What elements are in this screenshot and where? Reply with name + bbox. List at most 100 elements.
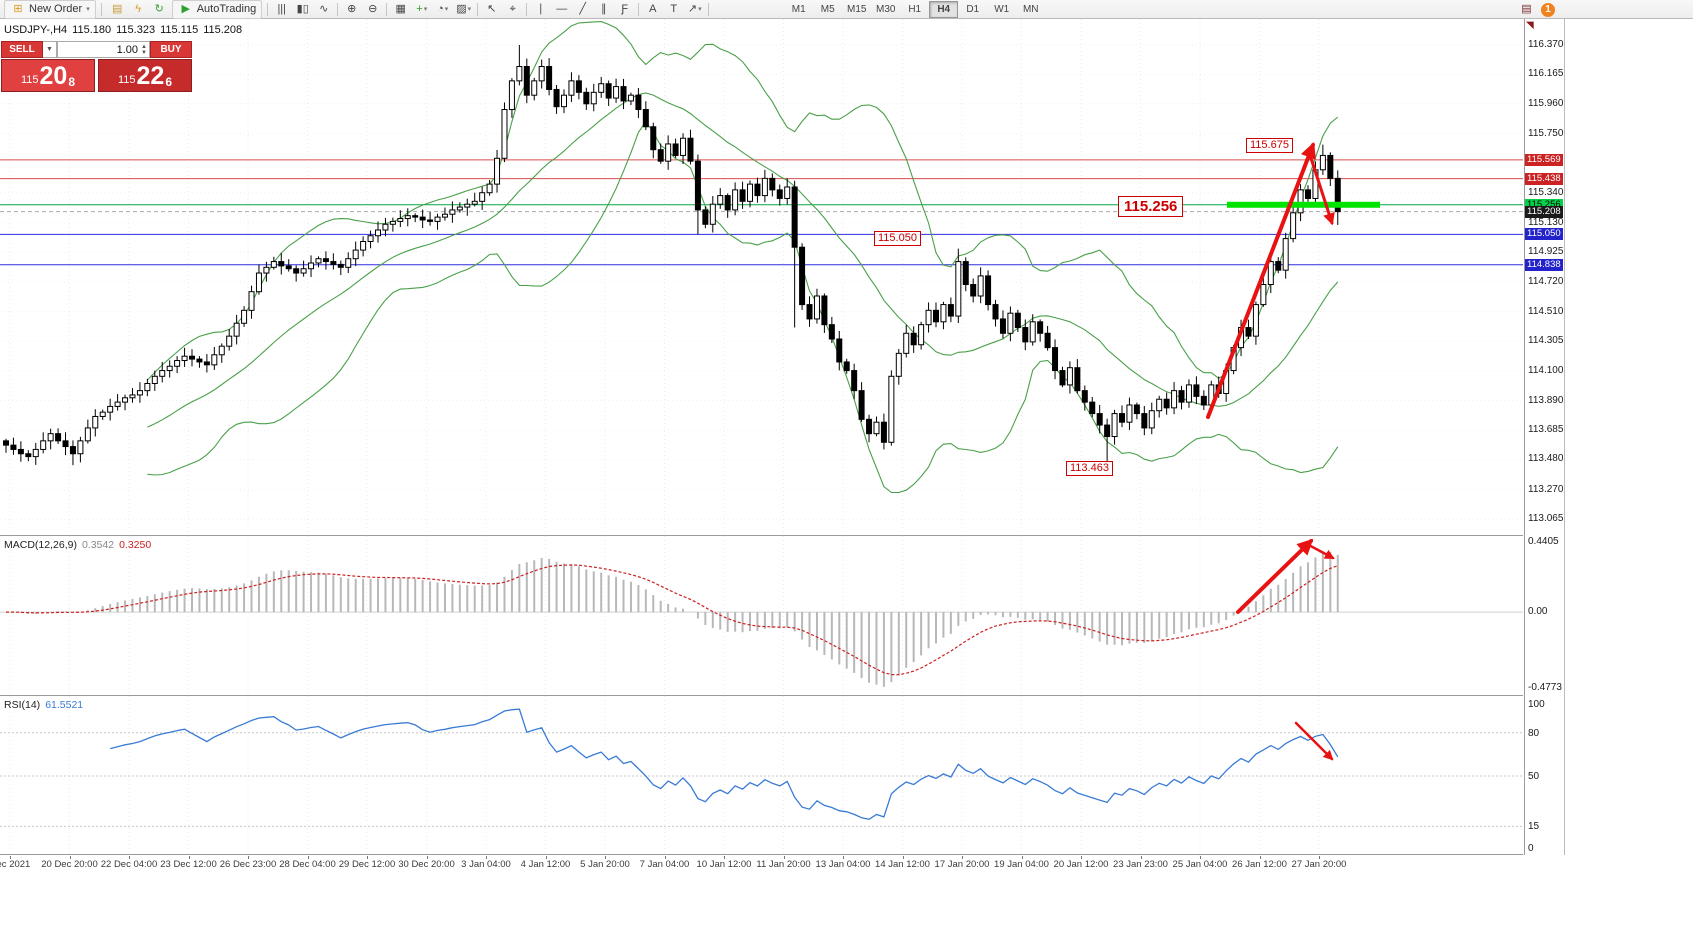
scale-label: 116.370	[1528, 39, 1564, 50]
symbol-timeframe: USDJPY-,H4	[4, 24, 68, 36]
buy-price-pip: 6	[165, 75, 173, 89]
time-label: 22 Dec 04:00	[100, 859, 158, 870]
timeframe-M30[interactable]: M30	[876, 3, 896, 15]
time-tick	[1200, 856, 1201, 859]
cursor-icon[interactable]: ↖	[487, 2, 497, 15]
time-label: 20 Dec 20:00	[41, 859, 98, 870]
zoom-in-icon[interactable]: ⊕	[347, 2, 357, 15]
text-label-icon[interactable]: T	[670, 2, 678, 15]
scale-label: 115.750	[1528, 127, 1564, 139]
buy-price-main: 22	[136, 62, 165, 90]
indicators-icon[interactable]: + ▾	[416, 2, 428, 15]
notification-badge[interactable]: 1	[1541, 2, 1555, 17]
timeframe-W1[interactable]: W1	[994, 3, 1010, 15]
time-tick	[248, 856, 249, 859]
price-scale[interactable]: 116.370 116.165 115.960 115.750 115.340 115.1…	[1524, 19, 1565, 855]
price-level-chip: 115.050	[1525, 228, 1563, 241]
charts-grid-icon[interactable]: ▤	[112, 2, 123, 15]
macd-panel[interactable]: MACD(12,26,9) 0.3542 0.3250	[0, 536, 1523, 696]
bar-chart-icon[interactable]: |||	[277, 2, 287, 15]
timeframe-M1[interactable]: M1	[791, 3, 806, 15]
time-label: 3 Jan 04:00	[461, 859, 511, 870]
buy-price-button[interactable]: 115 22 6	[98, 59, 192, 92]
scroll-to-end-icon[interactable]: ◥	[1526, 20, 1534, 31]
macd-name: MACD(12,26,9)	[4, 539, 77, 551]
open-value: 115.180	[72, 24, 112, 36]
sell-button-small[interactable]: SELL	[1, 41, 43, 58]
scale-label: 100	[1528, 699, 1545, 710]
timeframe-M5[interactable]: M5	[820, 3, 835, 15]
time-label: 19 Jan 04:00	[994, 859, 1049, 870]
text-icon[interactable]: A	[649, 2, 657, 15]
timeframe-H1[interactable]: H1	[908, 3, 922, 15]
toolbar-separator	[708, 2, 710, 16]
scale-label: 115.340	[1528, 186, 1564, 198]
arrows-tool-icon-caret[interactable]: ▾	[698, 6, 702, 13]
rsi-header: RSI(14) 61.5521	[4, 699, 88, 711]
main-chart-panel[interactable]: USDJPY-,H4 115.180 115.323 115.115 115.208 S…	[0, 19, 1523, 536]
new-order-icon: ⊞	[13, 2, 23, 15]
arrows-tool-icon[interactable]: ↗ ▾	[687, 2, 702, 15]
scale-label: -0.4773	[1528, 682, 1562, 693]
timeframe-M15[interactable]: M15	[847, 3, 867, 15]
macd-canvas[interactable]	[0, 536, 1523, 694]
time-label: 13 Jan 04:00	[815, 859, 871, 870]
vertical-line-icon[interactable]: ∣	[537, 2, 544, 15]
horizontal-line-icon[interactable]: ―	[556, 2, 568, 15]
line-chart-icon[interactable]: ∿	[319, 2, 329, 15]
rsi-canvas[interactable]	[0, 696, 1523, 853]
rsi-panel[interactable]: RSI(14) 61.5521	[0, 696, 1523, 855]
autotrading-button[interactable]: ▶ AutoTrading	[171, 0, 263, 19]
scale-label: 113.270	[1528, 483, 1564, 495]
sell-price-main: 20	[39, 62, 68, 90]
crosshair-icon[interactable]: ⌖	[509, 2, 516, 15]
tile-windows-icon[interactable]: ▦	[395, 2, 406, 15]
chart-annotation-label[interactable]: 115.256	[1118, 196, 1184, 217]
equidistant-channel-icon[interactable]: ∥	[600, 2, 607, 15]
fibonacci-icon[interactable]: Ƒ	[621, 2, 629, 15]
scale-label: 113.685	[1528, 424, 1564, 436]
new-order-caret-icon[interactable]: ▾	[86, 6, 90, 13]
time-label: 28 Dec 04:00	[279, 859, 336, 870]
zoom-out-icon[interactable]: ⊖	[368, 2, 378, 15]
time-label: 23 Jan 23:00	[1113, 859, 1168, 870]
expert-advisors-icon[interactable]: ϟ	[135, 2, 142, 15]
toolbar: ⊞ New Order ▾ ▤ ϟ ↻ ▶ AutoTrading ||| ▮▯ ∿ ⊕ ⊖…	[0, 0, 1693, 19]
trade-options-caret-icon[interactable]: ▼	[43, 41, 57, 58]
timeframe-H4[interactable]: H4	[929, 0, 959, 18]
volume-spinner[interactable]: ▲ ▼	[141, 43, 147, 56]
periods-icon[interactable]: ◔ ▾	[437, 2, 449, 15]
scale-label: 50	[1528, 771, 1540, 782]
scale-label: 114.100	[1528, 364, 1564, 376]
scale-label: 115.130	[1528, 216, 1564, 228]
volume-input[interactable]: 1.00 ▲ ▼	[57, 41, 150, 58]
buy-button-small[interactable]: BUY	[150, 41, 192, 58]
time-label: 14 Jan 12:00	[875, 859, 930, 870]
new-order-button[interactable]: ⊞ New Order ▾	[4, 0, 96, 19]
scale-label: 114.720	[1528, 275, 1564, 287]
indicators-icon-caret[interactable]: ▾	[423, 6, 428, 13]
toolbar-separator	[337, 2, 339, 16]
chart-annotation-label[interactable]: 115.675	[1246, 138, 1293, 153]
trendline-icon[interactable]: ╱	[579, 2, 587, 15]
timeframe-MN[interactable]: MN	[1022, 3, 1039, 15]
scale-label: 0	[1528, 843, 1534, 854]
main-chart-canvas[interactable]	[0, 19, 1523, 535]
chart-annotation-label[interactable]: 115.050	[874, 231, 921, 246]
time-tick	[188, 856, 190, 859]
time-label: 25 Jan 04:00	[1172, 859, 1228, 870]
chart-annotation-label[interactable]: 113.463	[1066, 461, 1113, 476]
buy-price-prefix: 115	[117, 74, 136, 86]
chart-window-icon[interactable]: ▤	[1521, 3, 1532, 15]
time-tick	[69, 856, 71, 859]
templates-icon-caret[interactable]: ▾	[467, 6, 472, 13]
templates-icon[interactable]: ▨ ▾	[456, 2, 472, 15]
scale-label: 113.065	[1528, 513, 1564, 524]
refresh-icon[interactable]: ↻	[154, 2, 164, 15]
sell-price-button[interactable]: 115 20 8	[1, 59, 95, 92]
timeframe-D1[interactable]: D1	[966, 3, 980, 15]
candlestick-chart-icon[interactable]: ▮▯	[296, 2, 309, 15]
time-label: 4 Jan 12:00	[520, 859, 571, 870]
periods-icon-caret[interactable]: ▾	[444, 6, 449, 13]
